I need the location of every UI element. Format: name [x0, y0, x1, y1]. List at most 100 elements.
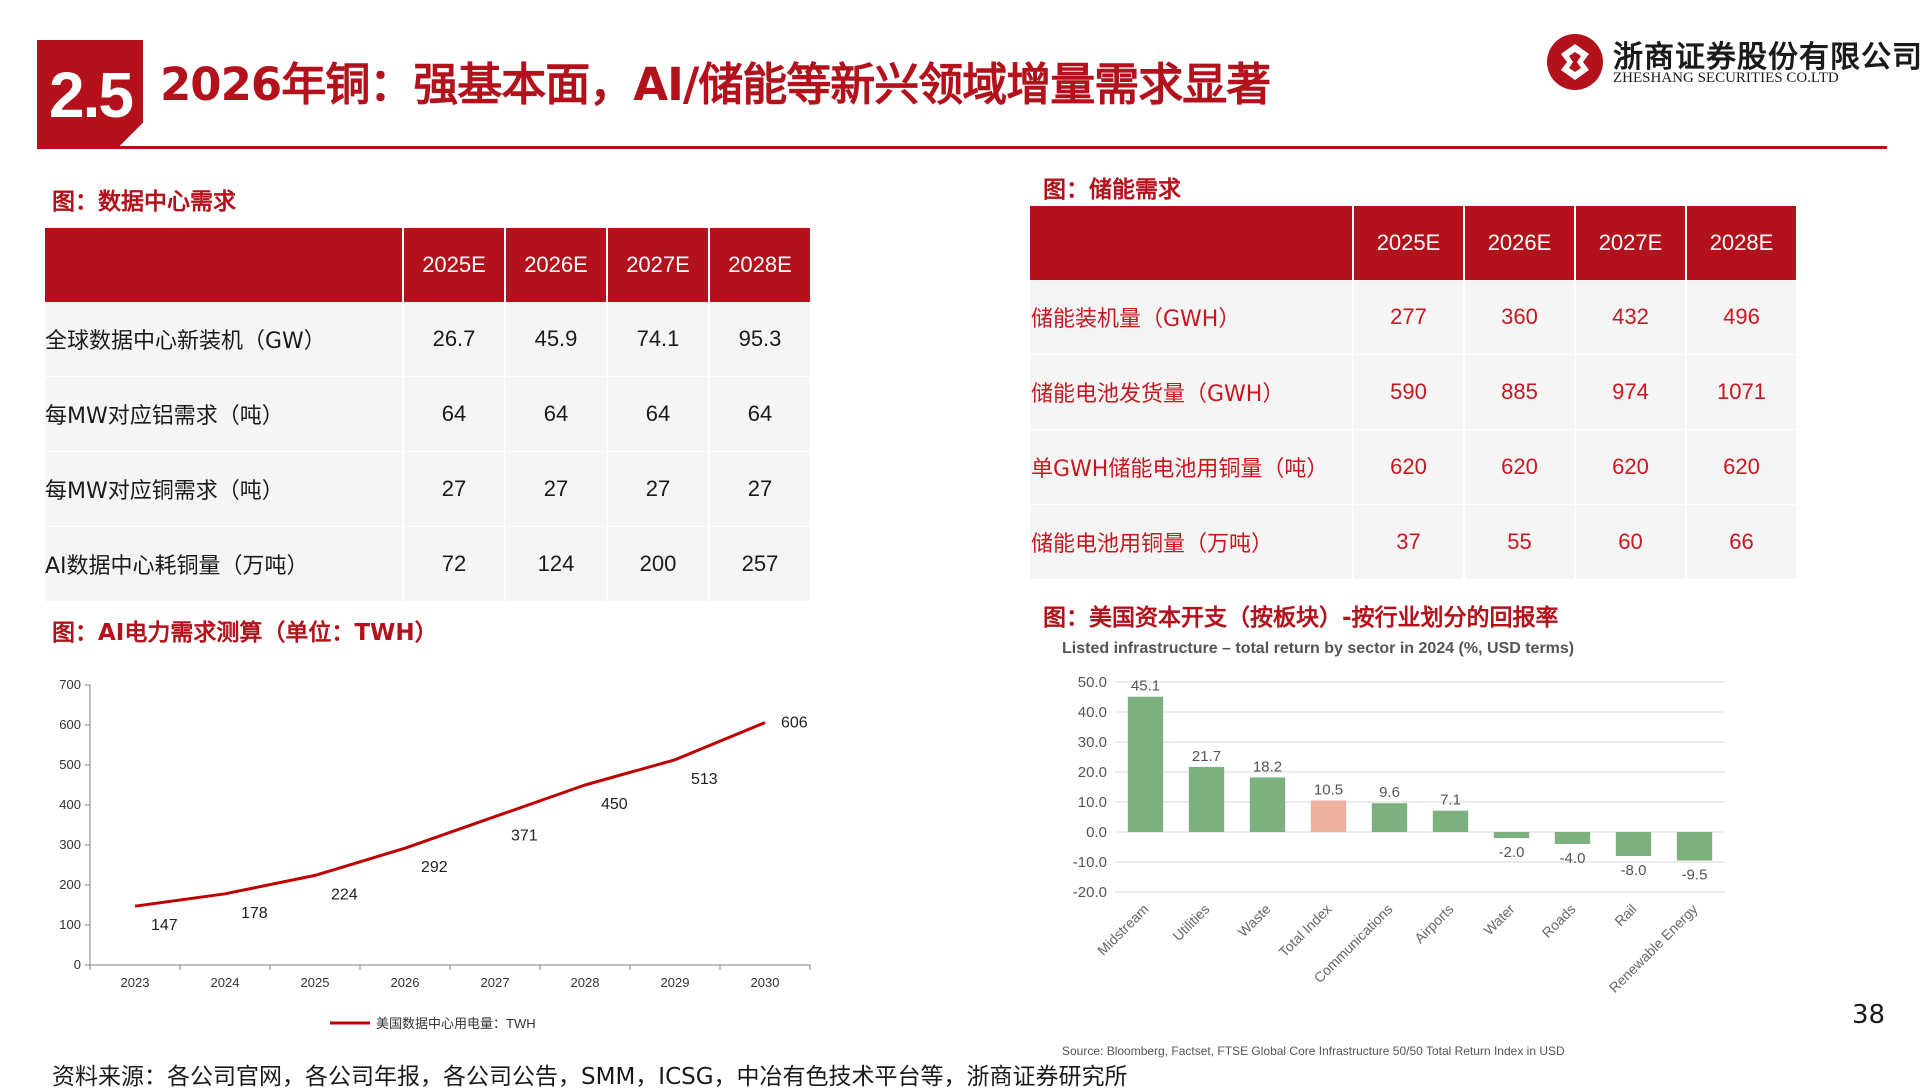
y-tick-label: 40.0	[1078, 704, 1107, 721]
x-tick-label: Rail	[1611, 901, 1639, 929]
data-label: -8.0	[1621, 862, 1647, 879]
table-cell: 200	[606, 527, 708, 602]
table-cell: 432	[1574, 280, 1685, 355]
table-row: 储能装机量（GWH） 277 360 432 496	[1030, 280, 1796, 355]
column-header: 2027E	[1574, 206, 1685, 280]
bar	[1188, 766, 1225, 832]
column-header: 2028E	[1685, 206, 1796, 280]
row-label: 全球数据中心新装机（GW）	[45, 302, 402, 377]
y-tick-label: 700	[59, 677, 81, 692]
table-row: 单GWH储能电池用铜量（吨） 620 620 620 620	[1030, 430, 1796, 505]
ai-power-line-chart: 0 100 200 300 400 500 600 700 2023 2024 2025 2026 20…	[59, 677, 811, 1031]
x-tick-label: 2023	[121, 975, 150, 990]
column-header	[45, 228, 402, 302]
storage-caption: 图：储能需求	[1043, 177, 1181, 203]
table-cell: 620	[1463, 430, 1574, 505]
page-number: 38	[1852, 1000, 1886, 1030]
y-tick-label: 30.0	[1078, 734, 1107, 751]
table-row: 储能电池用铜量（万吨） 37 55 60 66	[1030, 505, 1796, 580]
row-label: 储能装机量（GWH）	[1030, 280, 1352, 355]
table-cell: 1071	[1685, 355, 1796, 430]
x-tick-label: Utilities	[1169, 901, 1212, 944]
data-label: 178	[241, 905, 268, 922]
table-cell: 95.3	[708, 302, 810, 377]
table-row: AI数据中心耗铜量（万吨） 72 124 200 257	[45, 527, 810, 602]
y-tick-label: 20.0	[1078, 764, 1107, 781]
table-cell: 45.9	[504, 302, 606, 377]
data-label: 371	[511, 828, 538, 845]
section-number: 2.5	[49, 59, 134, 131]
datacenter-caption: 图：数据中心需求	[52, 189, 236, 215]
table-cell: 74.1	[606, 302, 708, 377]
bar	[1554, 832, 1591, 844]
bar	[1615, 832, 1652, 856]
table-cell: 64	[504, 377, 606, 452]
legend-label: 美国数据中心用电量：TWH	[376, 1016, 536, 1031]
bar	[1371, 803, 1408, 832]
table-cell: 496	[1685, 280, 1796, 355]
table-row: 储能电池发货量（GWH） 590 885 974 1071	[1030, 355, 1796, 430]
x-tick-label: 2026	[391, 975, 420, 990]
y-tick-label: -20.0	[1073, 884, 1107, 901]
y-tick-label: 10.0	[1078, 794, 1107, 811]
table-cell: 360	[1463, 280, 1574, 355]
table-cell: 26.7	[402, 302, 504, 377]
column-header: 2026E	[1463, 206, 1574, 280]
table-cell: 37	[1352, 505, 1463, 580]
table-row: 每MW对应铜需求（吨） 27 27 27 27	[45, 452, 810, 527]
table-cell: 257	[708, 527, 810, 602]
company-logo: 浙商证券股份有限公司 ZHESHANG SECURITIES CO.LTD	[1545, 32, 1920, 92]
ai-power-caption: 图：AI电力需求测算（单位：TWH）	[52, 620, 438, 646]
table-cell: 620	[1685, 430, 1796, 505]
column-header: 2025E	[402, 228, 504, 302]
y-tick-label: 100	[59, 917, 81, 932]
datacenter-table: 2025E 2026E 2027E 2028E 全球数据中心新装机（GW） 26…	[45, 228, 810, 602]
bar	[1249, 777, 1286, 832]
bar	[1493, 832, 1530, 838]
logo-chinese-name: 浙商证券股份有限公司	[1613, 40, 1920, 75]
storage-table: 2025E 2026E 2027E 2028E 储能装机量（GWH） 277 3…	[1030, 206, 1796, 580]
table-header-row: 2025E 2026E 2027E 2028E	[1030, 206, 1796, 280]
table-cell: 55	[1463, 505, 1574, 580]
y-tick-label: 300	[59, 837, 81, 852]
data-label: 513	[691, 771, 718, 788]
y-tick-label: 600	[59, 717, 81, 732]
data-label: 7.1	[1440, 792, 1461, 809]
bar	[1310, 800, 1347, 832]
table-cell: 620	[1574, 430, 1685, 505]
x-tick-label: 2024	[211, 975, 240, 990]
table-header-row: 2025E 2026E 2027E 2028E	[45, 228, 810, 302]
header-divider	[37, 146, 1887, 149]
footer-source: 资料来源：各公司官网，各公司年报，各公司公告，SMM，ICSG，中冶有色技术平台…	[52, 1064, 1128, 1090]
x-tick-label: 2028	[571, 975, 600, 990]
row-label: 每MW对应铜需求（吨）	[45, 452, 402, 527]
column-header: 2025E	[1352, 206, 1463, 280]
bar	[1676, 832, 1713, 861]
data-label: -4.0	[1560, 850, 1586, 867]
table-cell: 590	[1352, 355, 1463, 430]
row-label: 单GWH储能电池用铜量（吨）	[1030, 430, 1352, 505]
table-cell: 27	[504, 452, 606, 527]
table-row: 全球数据中心新装机（GW） 26.7 45.9 74.1 95.3	[45, 302, 810, 377]
y-tick-label: 0	[74, 957, 81, 972]
y-tick-label: 200	[59, 877, 81, 892]
bar	[1127, 696, 1164, 832]
logo-english-name: ZHESHANG SECURITIES CO.LTD	[1613, 70, 1839, 86]
table-cell: 27	[708, 452, 810, 527]
data-label: 292	[421, 859, 448, 876]
x-tick-label: Roads	[1539, 901, 1579, 941]
column-header: 2028E	[708, 228, 810, 302]
data-label: 21.7	[1192, 748, 1221, 765]
column-header	[1030, 206, 1352, 280]
y-tick-label: 400	[59, 797, 81, 812]
table-cell: 27	[402, 452, 504, 527]
data-label: 224	[331, 886, 358, 903]
data-label: -2.0	[1499, 844, 1525, 861]
table-cell: 124	[504, 527, 606, 602]
table-cell: 27	[606, 452, 708, 527]
bar-chart-source: Source: Bloomberg, Factset, FTSE Global …	[1062, 1044, 1565, 1058]
table-cell: 64	[708, 377, 810, 452]
x-tick-label: Total Index	[1275, 901, 1334, 960]
column-header: 2027E	[606, 228, 708, 302]
series-line	[134, 721, 766, 908]
